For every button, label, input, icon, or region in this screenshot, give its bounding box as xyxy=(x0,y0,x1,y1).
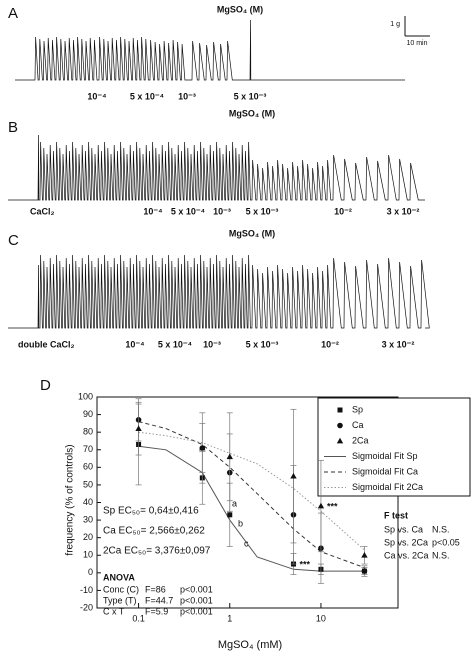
ec50-text: 2Ca EC₅₀= 3,376±0,097 xyxy=(103,546,211,557)
y-tick-label: -10 xyxy=(80,585,93,595)
panel-label: A xyxy=(8,5,18,22)
concentration-label: 10⁻² xyxy=(321,339,339,349)
y-tick-label: 70 xyxy=(83,444,93,454)
anova-cell: Type (T) xyxy=(103,595,137,605)
panel-title: MgSO₄ (M) xyxy=(217,4,263,14)
anova-cell: Conc (C) xyxy=(103,584,139,594)
legend-box xyxy=(317,397,471,497)
anova-cell: p<0.001 xyxy=(180,584,213,594)
legend-label: Sigmoidal Fit Ca xyxy=(352,466,418,476)
ec50-mark: b xyxy=(238,518,243,528)
scale-label: 10 min xyxy=(406,40,427,47)
y-tick-label: 90 xyxy=(83,409,93,419)
ec50-mark: a xyxy=(232,498,237,508)
marker xyxy=(317,502,325,509)
x-tick-label: 1 xyxy=(227,613,232,623)
start-label: double CaCl₂ xyxy=(18,339,75,349)
ftest-cell: N.S. xyxy=(432,524,450,534)
y-tick-label: 60 xyxy=(83,462,93,472)
concentration-label: 10⁻⁴ xyxy=(143,206,162,216)
marker xyxy=(337,407,343,413)
x-axis-label: MgSO₄ (mM) xyxy=(218,639,282,651)
fit-curve xyxy=(138,421,365,569)
panel-title: MgSO₄ (M) xyxy=(229,108,275,118)
ec50-text: Ca EC₅₀= 2,566±0,262 xyxy=(103,526,205,537)
legend-label: Sp xyxy=(352,404,363,414)
concentration-label: 5 x 10⁻³ xyxy=(246,339,279,349)
concentration-label: 5 x 10⁻³ xyxy=(234,91,267,101)
panel-label: B xyxy=(8,119,18,136)
marker xyxy=(227,512,233,518)
x-tick-label: 10 xyxy=(316,613,326,623)
concentration-label: 5 x 10⁻⁴ xyxy=(158,339,192,349)
legend-label: Sigmoidal Fit Sp xyxy=(352,451,418,461)
x-tick-label: 0.1 xyxy=(132,613,145,623)
concentration-label: 3 x 10⁻² xyxy=(387,206,420,216)
y-tick-label: 80 xyxy=(83,427,93,437)
y-tick-label: 0 xyxy=(88,567,93,577)
anova-cell: F=44.7 xyxy=(145,595,173,605)
trace xyxy=(8,134,425,201)
anova-cell: F=86 xyxy=(145,584,166,594)
y-tick-label: 20 xyxy=(83,532,93,542)
concentration-label: 5 x 10⁻³ xyxy=(246,206,279,216)
legend-label: Sigmoidal Fit 2Ca xyxy=(352,482,423,492)
anova-cell: p<0.001 xyxy=(180,595,213,605)
concentration-label: 10⁻² xyxy=(334,206,352,216)
anova-cell: C x T xyxy=(103,606,125,616)
legend-label: 2Ca xyxy=(352,435,369,445)
significance: *** xyxy=(299,559,310,569)
y-tick-label: -20 xyxy=(80,602,93,612)
anova-cell: F=5.9 xyxy=(145,606,168,616)
marker xyxy=(135,425,142,432)
scale-label: 1 g xyxy=(390,21,400,28)
marker xyxy=(199,444,206,451)
y-tick-label: 10 xyxy=(83,550,93,560)
significance: *** xyxy=(327,501,338,511)
ftest-cell: Sp vs. Ca xyxy=(384,524,423,534)
ftest-cell: Ca vs. 2Ca xyxy=(384,550,429,560)
panel-title: MgSO₄ (M) xyxy=(229,228,275,238)
ftest-cell: N.S. xyxy=(432,550,450,560)
y-axis-label: frequency (% of controls) xyxy=(65,444,76,555)
y-tick-label: 40 xyxy=(83,497,93,507)
ftest-title: F test xyxy=(384,510,408,520)
marker xyxy=(226,453,233,460)
marker xyxy=(337,422,343,429)
panel-label: D xyxy=(40,377,51,394)
marker xyxy=(290,472,297,479)
y-tick-label: 30 xyxy=(83,514,93,524)
fit-curve xyxy=(138,445,365,572)
marker xyxy=(361,551,368,558)
concentration-label: 10⁻⁴ xyxy=(87,91,106,101)
ftest-cell: Sp vs. 2Ca xyxy=(384,537,428,547)
start-label: CaCl₂ xyxy=(30,206,55,216)
concentration-label: 5 x 10⁻⁴ xyxy=(130,91,164,101)
trace xyxy=(15,19,405,81)
ec50-text: Sp EC₅₀= 0,64±0,416 xyxy=(103,506,199,517)
marker xyxy=(336,437,344,444)
legend-label: Ca xyxy=(352,420,364,430)
y-tick-label: 100 xyxy=(78,391,93,401)
concentration-label: 5 x 10⁻⁴ xyxy=(171,206,205,216)
marker xyxy=(361,568,368,574)
ftest-cell: p<0.05 xyxy=(432,537,460,547)
concentration-label: 3 x 10⁻² xyxy=(382,339,415,349)
y-tick-label: 50 xyxy=(83,479,93,489)
ec50-mark: c xyxy=(244,538,249,548)
concentration-label: 10⁻³ xyxy=(178,91,196,101)
anova-cell: p<0.001 xyxy=(180,606,213,616)
concentration-label: 10⁻⁴ xyxy=(125,339,144,349)
fit-curve xyxy=(138,431,365,551)
anova-title: ANOVA xyxy=(103,572,135,582)
concentration-label: 10⁻³ xyxy=(203,339,221,349)
trace xyxy=(8,254,430,329)
concentration-label: 10⁻³ xyxy=(213,206,231,216)
panel-label: C xyxy=(8,232,19,249)
